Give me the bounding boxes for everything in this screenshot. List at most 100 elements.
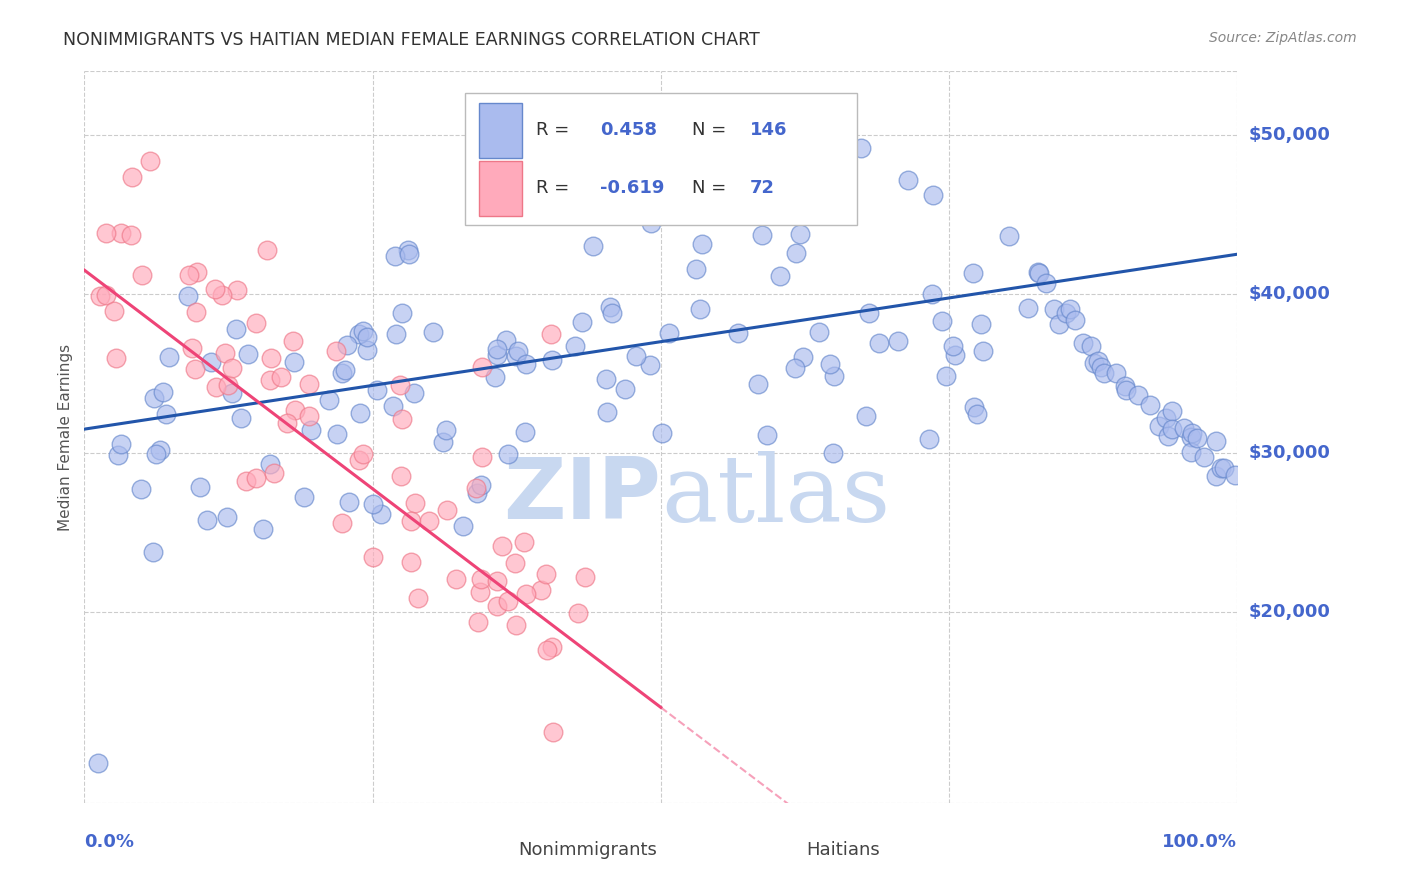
Point: [276, 416, 298, 430]
Point: [283, 355, 305, 369]
Point: [789, 227, 811, 242]
Point: [972, 344, 994, 359]
Point: [325, 426, 347, 441]
Point: [436, 503, 458, 517]
Point: [503, 556, 526, 570]
Point: [530, 582, 553, 597]
Bar: [478, 103, 523, 158]
Point: [259, 457, 281, 471]
Point: [180, 341, 202, 355]
Point: [252, 523, 274, 537]
Point: [1059, 301, 1081, 316]
Point: [942, 339, 965, 353]
Point: [792, 350, 814, 364]
FancyBboxPatch shape: [465, 94, 856, 225]
Point: [540, 327, 562, 342]
Text: Nonimmigrants: Nonimmigrants: [517, 841, 657, 859]
Point: [783, 361, 806, 376]
Bar: [754, 834, 797, 866]
Point: [541, 725, 564, 739]
Text: Haitians: Haitians: [806, 841, 880, 859]
Point: [599, 301, 621, 315]
Point: [399, 514, 422, 528]
Text: atlas: atlas: [661, 450, 890, 541]
Point: [1161, 422, 1184, 436]
Point: [1054, 305, 1077, 319]
Point: [330, 516, 353, 530]
Point: [451, 519, 474, 533]
Point: [349, 406, 371, 420]
Point: [1139, 398, 1161, 412]
Point: [121, 169, 143, 184]
Point: [470, 585, 492, 599]
Point: [491, 539, 513, 553]
Point: [221, 361, 243, 376]
Point: [446, 572, 468, 586]
Point: [432, 435, 454, 450]
Point: [214, 345, 236, 359]
Point: [356, 343, 378, 357]
Point: [536, 643, 558, 657]
Point: [110, 227, 132, 241]
Point: [1223, 467, 1246, 482]
Point: [121, 228, 143, 243]
Point: [470, 477, 492, 491]
Point: [540, 352, 562, 367]
Text: $40,000: $40,000: [1249, 285, 1330, 303]
Point: [1180, 445, 1202, 459]
Point: [145, 447, 167, 461]
Point: [270, 370, 292, 384]
Point: [785, 246, 807, 260]
Point: [821, 446, 844, 460]
Point: [200, 355, 222, 369]
Point: [89, 289, 111, 303]
Point: [1181, 426, 1204, 441]
Point: [465, 482, 488, 496]
Point: [943, 348, 966, 362]
Point: [564, 339, 586, 353]
Point: [318, 393, 340, 408]
Point: [205, 380, 228, 394]
Point: [352, 324, 374, 338]
Point: [177, 268, 200, 283]
Point: [245, 471, 267, 485]
Point: [727, 326, 749, 340]
Point: [1149, 419, 1171, 434]
Point: [1043, 302, 1066, 317]
Point: [769, 268, 792, 283]
Point: [1114, 379, 1136, 393]
Point: [1018, 301, 1040, 315]
Point: [105, 351, 128, 366]
Point: [658, 326, 681, 340]
Point: [858, 306, 880, 320]
Point: [513, 425, 536, 439]
Point: [149, 443, 172, 458]
Point: [471, 359, 494, 374]
Point: [1115, 383, 1137, 397]
Point: [332, 366, 354, 380]
Point: [596, 405, 619, 419]
Point: [470, 573, 492, 587]
Point: [485, 574, 508, 589]
Text: $50,000: $50,000: [1249, 126, 1330, 144]
Point: [515, 357, 537, 371]
Point: [855, 409, 877, 423]
Point: [921, 188, 943, 202]
Point: [381, 399, 404, 413]
Text: 0.458: 0.458: [600, 121, 657, 139]
Point: [1090, 360, 1112, 375]
Point: [1126, 387, 1149, 401]
Point: [236, 347, 259, 361]
Point: [484, 369, 506, 384]
Point: [1205, 434, 1227, 449]
Point: [966, 408, 988, 422]
Text: $20,000: $20,000: [1249, 603, 1330, 621]
Point: [505, 349, 527, 363]
Point: [935, 369, 957, 384]
Point: [1185, 431, 1208, 445]
Text: R =: R =: [536, 121, 575, 139]
Point: [614, 382, 637, 396]
Point: [263, 467, 285, 481]
Point: [186, 265, 208, 279]
Point: [256, 244, 278, 258]
